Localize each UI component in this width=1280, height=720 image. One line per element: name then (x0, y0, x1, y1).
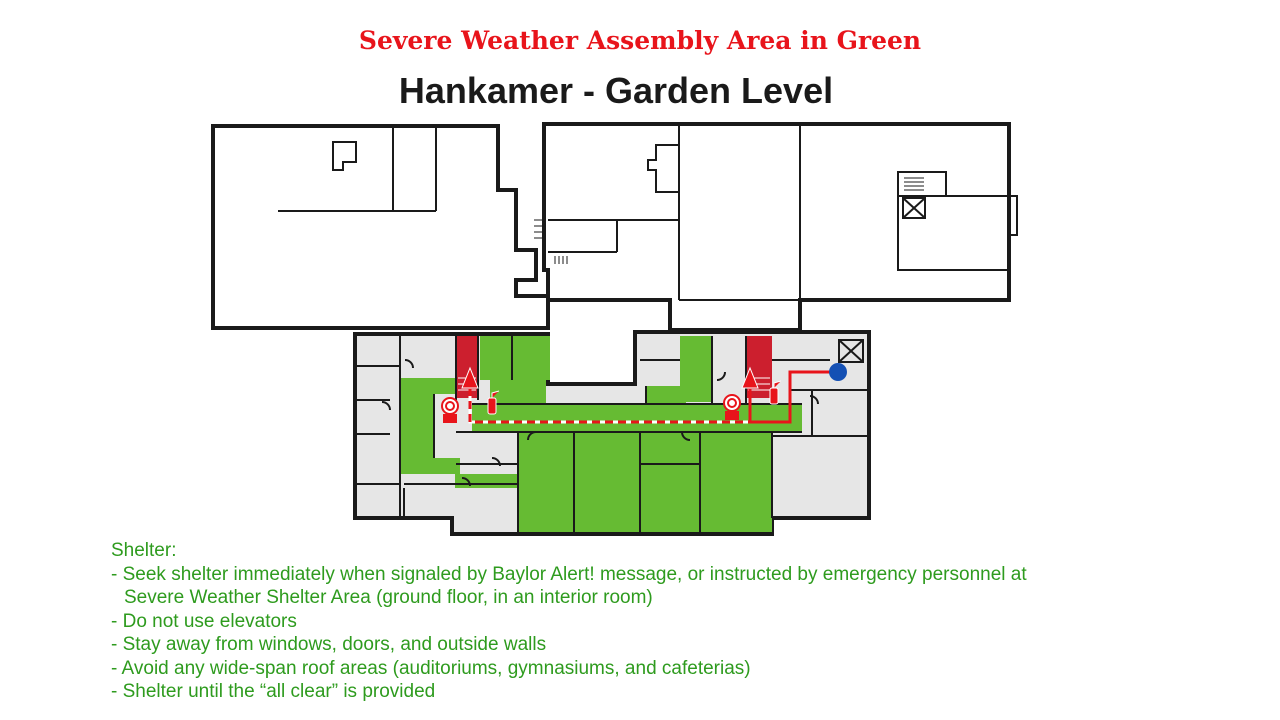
lower-building (353, 330, 871, 536)
notes-item: - Seek shelter immediately when signaled… (111, 563, 1027, 585)
assembly-area-title: Severe Weather Assembly Area in Green (358, 26, 922, 55)
evacuation-arrow-icon (461, 366, 759, 389)
you-are-here-icon (829, 363, 847, 381)
notes-heading: Shelter: (111, 540, 177, 561)
fire-extinguisher-icon (769, 380, 782, 405)
upper-building-outline (211, 122, 1011, 332)
notes-item: Severe Weather Shelter Area (ground floo… (124, 587, 653, 608)
notes-item: - Do not use elevators (111, 610, 297, 632)
notes-item: - Stay away from windows, doors, and out… (111, 634, 547, 655)
fire-alarm-icon (723, 394, 741, 420)
notes-item: - Avoid any wide-span roof areas (audito… (111, 657, 751, 679)
evacuation-routes (468, 370, 836, 424)
shelter-instructions: Shelter: - Seek shelter immediately when… (111, 539, 1027, 704)
lower-interior-walls (356, 336, 869, 532)
stairwells (456, 336, 772, 398)
fire-extinguisher-icon (487, 390, 500, 415)
floor-title: Hankamer - Garden Level (398, 70, 834, 111)
notes-item: - Shelter until the “all clear” is provi… (111, 681, 436, 702)
upper-interior-walls (278, 126, 1018, 301)
fire-alarm-icon (441, 397, 459, 423)
